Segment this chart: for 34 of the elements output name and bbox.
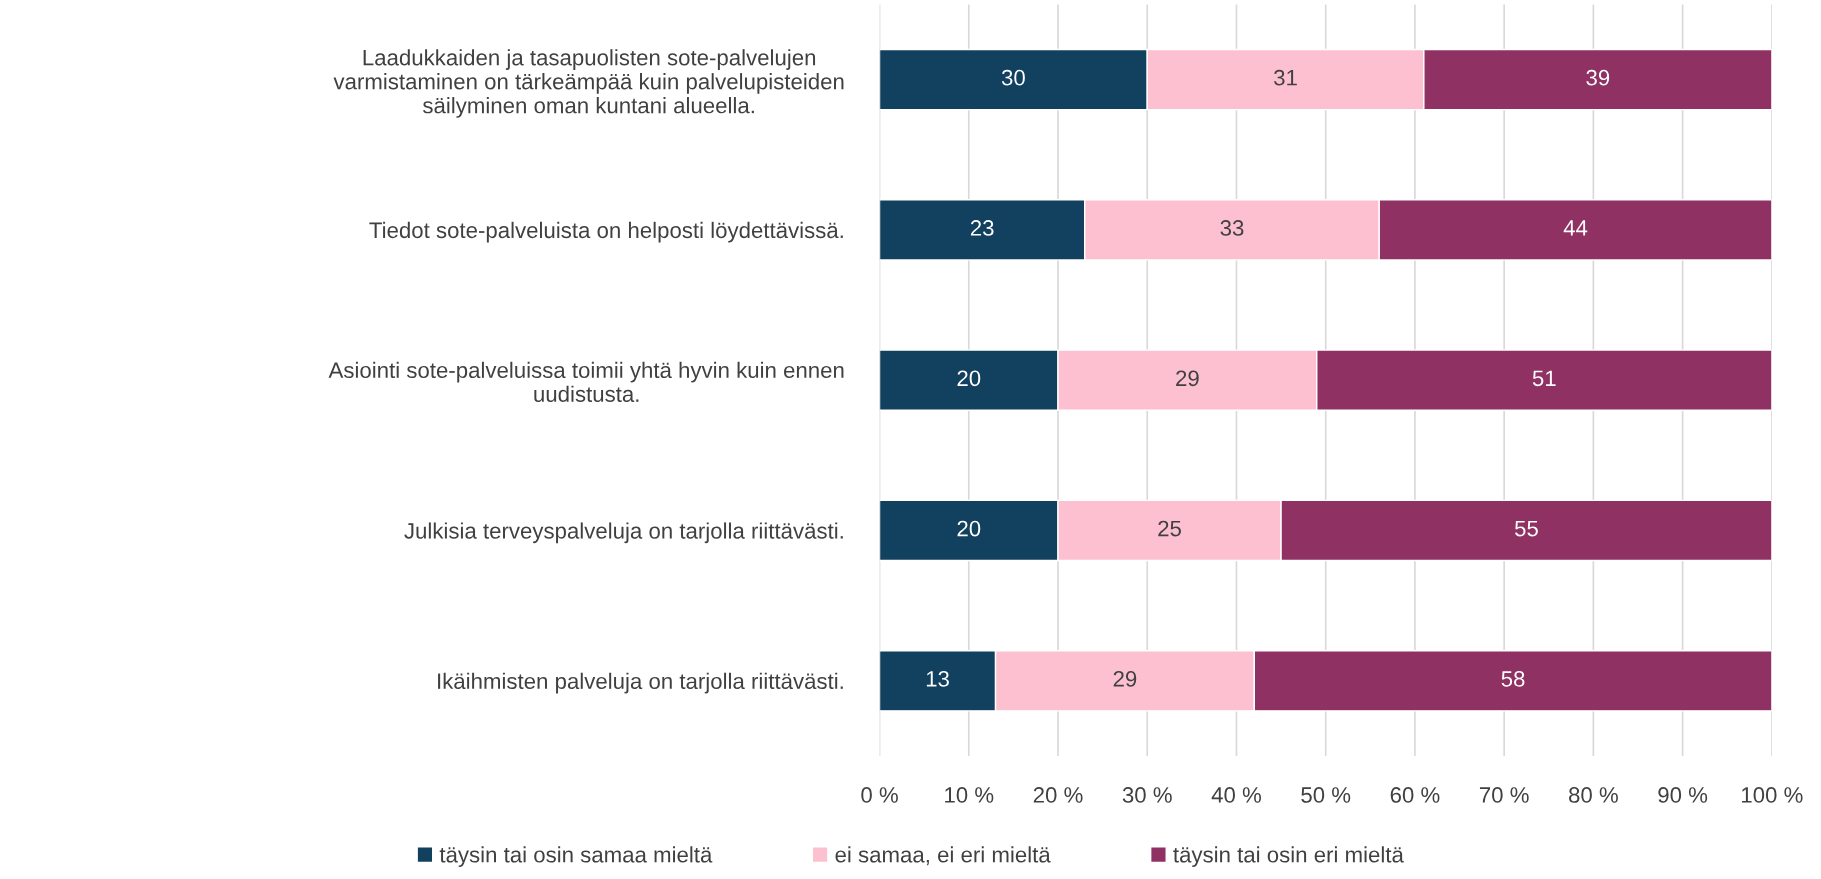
x-tick-label: 0 % (861, 787, 898, 803)
data-label: 44 (1563, 220, 1588, 236)
x-tick-label: 90 % (1658, 787, 1708, 803)
x-tick-label: 100 % (1742, 787, 1803, 803)
data-label: 30 (1001, 69, 1025, 86)
y-tick-label: Asiointi sote-palveluissa toimii yhtä hyvin kuin ennen uudistusta. (328, 361, 844, 403)
x-tick-label: 70 % (1479, 787, 1529, 803)
data-label: 20 (957, 370, 981, 387)
data-label: 29 (1176, 370, 1199, 387)
y-tick-label: Laadukkaiden ja tasapuolisten sote-palvelujen varmistaminen on tärkeämpää kuin palvelupisteiden säilyminen oman kuntani alueella. (333, 49, 844, 118)
data-label: 51 (1532, 370, 1556, 387)
data-label: 13 (926, 671, 949, 687)
x-tick-label: 10 % (945, 787, 994, 803)
data-label: 23 (970, 220, 994, 236)
data-label: 20 (957, 520, 981, 537)
x-tick-label: 20 % (1033, 787, 1083, 803)
y-tick-label: Julkisia terveyspalveluja on tarjolla riittävästi. (404, 522, 843, 544)
legend-label: täysin tai osin eri mieltä (1173, 846, 1404, 867)
data-label: 39 (1586, 69, 1610, 86)
legend-label: täysin tai osin samaa mieltä (439, 846, 713, 867)
data-label: 33 (1220, 220, 1244, 236)
data-label: 55 (1514, 520, 1538, 537)
legend-label: ei samaa, ei eri mieltä (835, 846, 1051, 866)
x-tick-label: 80 % (1569, 787, 1618, 803)
data-label: 58 (1501, 671, 1525, 687)
y-tick-label: Ikäihmisten palveluja on tarjolla riittävästi. (438, 672, 843, 694)
x-tick-label: 50 % (1301, 787, 1351, 803)
y-tick-label: Tiedot sote-palveluista on helposti löydettävissä. (369, 221, 843, 243)
data-label: 25 (1158, 520, 1181, 537)
data-label: 29 (1113, 671, 1137, 687)
x-tick-label: 60 % (1390, 787, 1440, 803)
x-tick-label: 30 % (1122, 787, 1172, 803)
x-tick-label: 40 % (1211, 787, 1261, 803)
data-label: 31 (1274, 69, 1297, 86)
